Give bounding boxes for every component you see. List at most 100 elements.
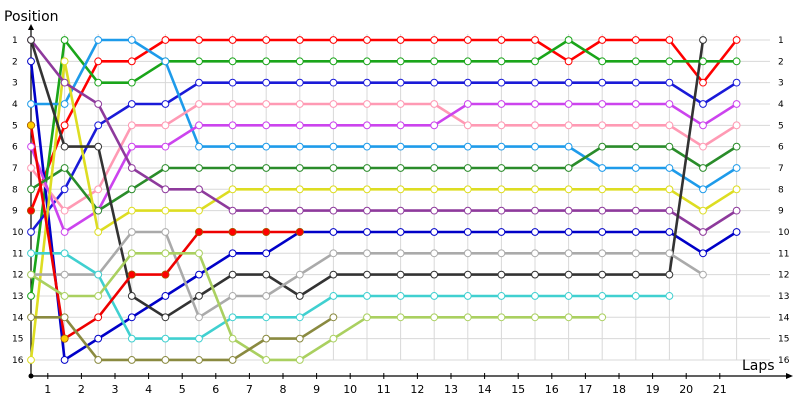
series-marker-13 xyxy=(94,270,103,279)
y-tick-label-left: 9 xyxy=(12,207,18,217)
series-marker-2 xyxy=(665,57,674,66)
series-line-2 xyxy=(29,38,737,297)
highlight-marker-1 xyxy=(161,270,170,279)
series-marker-8 xyxy=(732,142,741,151)
series-marker-13 xyxy=(127,334,136,343)
series-marker-10 xyxy=(363,206,371,215)
series-marker-5 xyxy=(127,36,136,44)
series-marker-11 xyxy=(94,142,103,151)
x-tick-label: 8 xyxy=(280,383,287,396)
series-marker-9 xyxy=(564,185,573,194)
series-marker-1 xyxy=(564,57,573,66)
series-marker-10 xyxy=(161,185,170,194)
series-marker-13 xyxy=(228,313,237,322)
series-marker-4 xyxy=(631,78,640,87)
series-marker-7 xyxy=(732,100,741,108)
series-marker-12 xyxy=(497,249,506,258)
y-tick-label-left: 15 xyxy=(12,335,23,345)
series-marker-12 xyxy=(564,249,573,258)
series-marker-9 xyxy=(161,206,170,215)
series-marker-5 xyxy=(262,142,271,151)
series-marker-10 xyxy=(665,206,674,215)
highlight-marker-1 xyxy=(194,227,203,236)
series-marker-5 xyxy=(27,100,35,108)
series-marker-6 xyxy=(262,100,271,108)
series-marker-8 xyxy=(363,164,371,172)
series-marker-14 xyxy=(94,313,103,322)
series-marker-5 xyxy=(463,142,472,151)
series-marker-15 xyxy=(430,313,439,322)
series-marker-11 xyxy=(463,270,472,279)
x-axis-arrow xyxy=(786,373,793,379)
series-marker-4 xyxy=(699,100,707,108)
series-marker-10 xyxy=(430,206,439,215)
series-marker-2 xyxy=(295,57,304,66)
series-marker-9 xyxy=(732,185,741,194)
series-marker-2 xyxy=(195,57,203,66)
series-marker-15 xyxy=(531,313,539,322)
series-marker-7 xyxy=(665,100,674,108)
series-marker-4 xyxy=(127,100,136,108)
x-tick-label: 19 xyxy=(646,383,660,396)
x-tick-label: 13 xyxy=(444,383,458,396)
series-marker-3 xyxy=(430,228,439,236)
series-marker-11 xyxy=(430,270,439,279)
series-marker-12 xyxy=(531,249,539,258)
series-marker-8 xyxy=(463,164,472,172)
series-marker-4 xyxy=(94,121,103,130)
series-marker-7 xyxy=(631,100,640,108)
series-marker-4 xyxy=(598,78,607,87)
series-marker-11 xyxy=(497,270,506,279)
series-marker-15 xyxy=(463,313,472,322)
series-marker-11 xyxy=(262,270,271,279)
y-tick-label-left: 14 xyxy=(12,313,24,323)
series-marker-9 xyxy=(598,185,607,194)
series-marker-12 xyxy=(463,249,472,258)
series-marker-9 xyxy=(396,185,405,194)
series-marker-1 xyxy=(195,36,203,44)
y-tick-label-left: 16 xyxy=(12,356,24,366)
series-marker-10 xyxy=(262,206,271,215)
series-line-6 xyxy=(29,102,738,212)
series-marker-7 xyxy=(497,100,506,108)
series-marker-16 xyxy=(295,334,304,343)
y-axis-arrow xyxy=(28,24,34,30)
series-line-5 xyxy=(31,38,738,191)
series-marker-2 xyxy=(732,57,741,66)
y-tick-label-right: 5 xyxy=(778,121,784,131)
series-marker-4 xyxy=(329,78,338,87)
series-marker-15 xyxy=(60,292,69,300)
series-marker-4 xyxy=(195,78,203,87)
series-marker-10 xyxy=(732,206,741,215)
series-marker-4 xyxy=(430,78,439,87)
series-marker-6 xyxy=(598,121,607,130)
series-marker-5 xyxy=(295,142,304,151)
series-marker-15 xyxy=(195,249,203,258)
series-marker-1 xyxy=(295,36,304,44)
series-marker-10 xyxy=(94,100,103,108)
y-tick-label-left: 13 xyxy=(12,292,23,302)
axis-origin xyxy=(28,373,34,379)
series-marker-13 xyxy=(262,313,271,322)
series-marker-15 xyxy=(363,313,371,322)
series-marker-13 xyxy=(396,292,405,300)
x-tick-label: 4 xyxy=(145,383,152,396)
series-marker-7 xyxy=(27,142,35,151)
series-marker-13 xyxy=(363,292,371,300)
series-marker-15 xyxy=(161,249,170,258)
x-tick-label: 11 xyxy=(377,383,391,396)
series-marker-3 xyxy=(262,249,271,258)
series-marker-8 xyxy=(27,185,35,194)
series-marker-10 xyxy=(295,206,304,215)
series-marker-3 xyxy=(631,228,640,236)
y-tick-label-right: 7 xyxy=(778,164,784,174)
series-marker-7 xyxy=(228,121,237,130)
series-line-4 xyxy=(29,81,738,233)
series-marker-11 xyxy=(60,142,69,151)
series-marker-16 xyxy=(329,313,338,322)
series-marker-11 xyxy=(699,36,707,44)
series-marker-8 xyxy=(430,164,439,172)
series-marker-8 xyxy=(396,164,405,172)
series-marker-6 xyxy=(295,100,304,108)
